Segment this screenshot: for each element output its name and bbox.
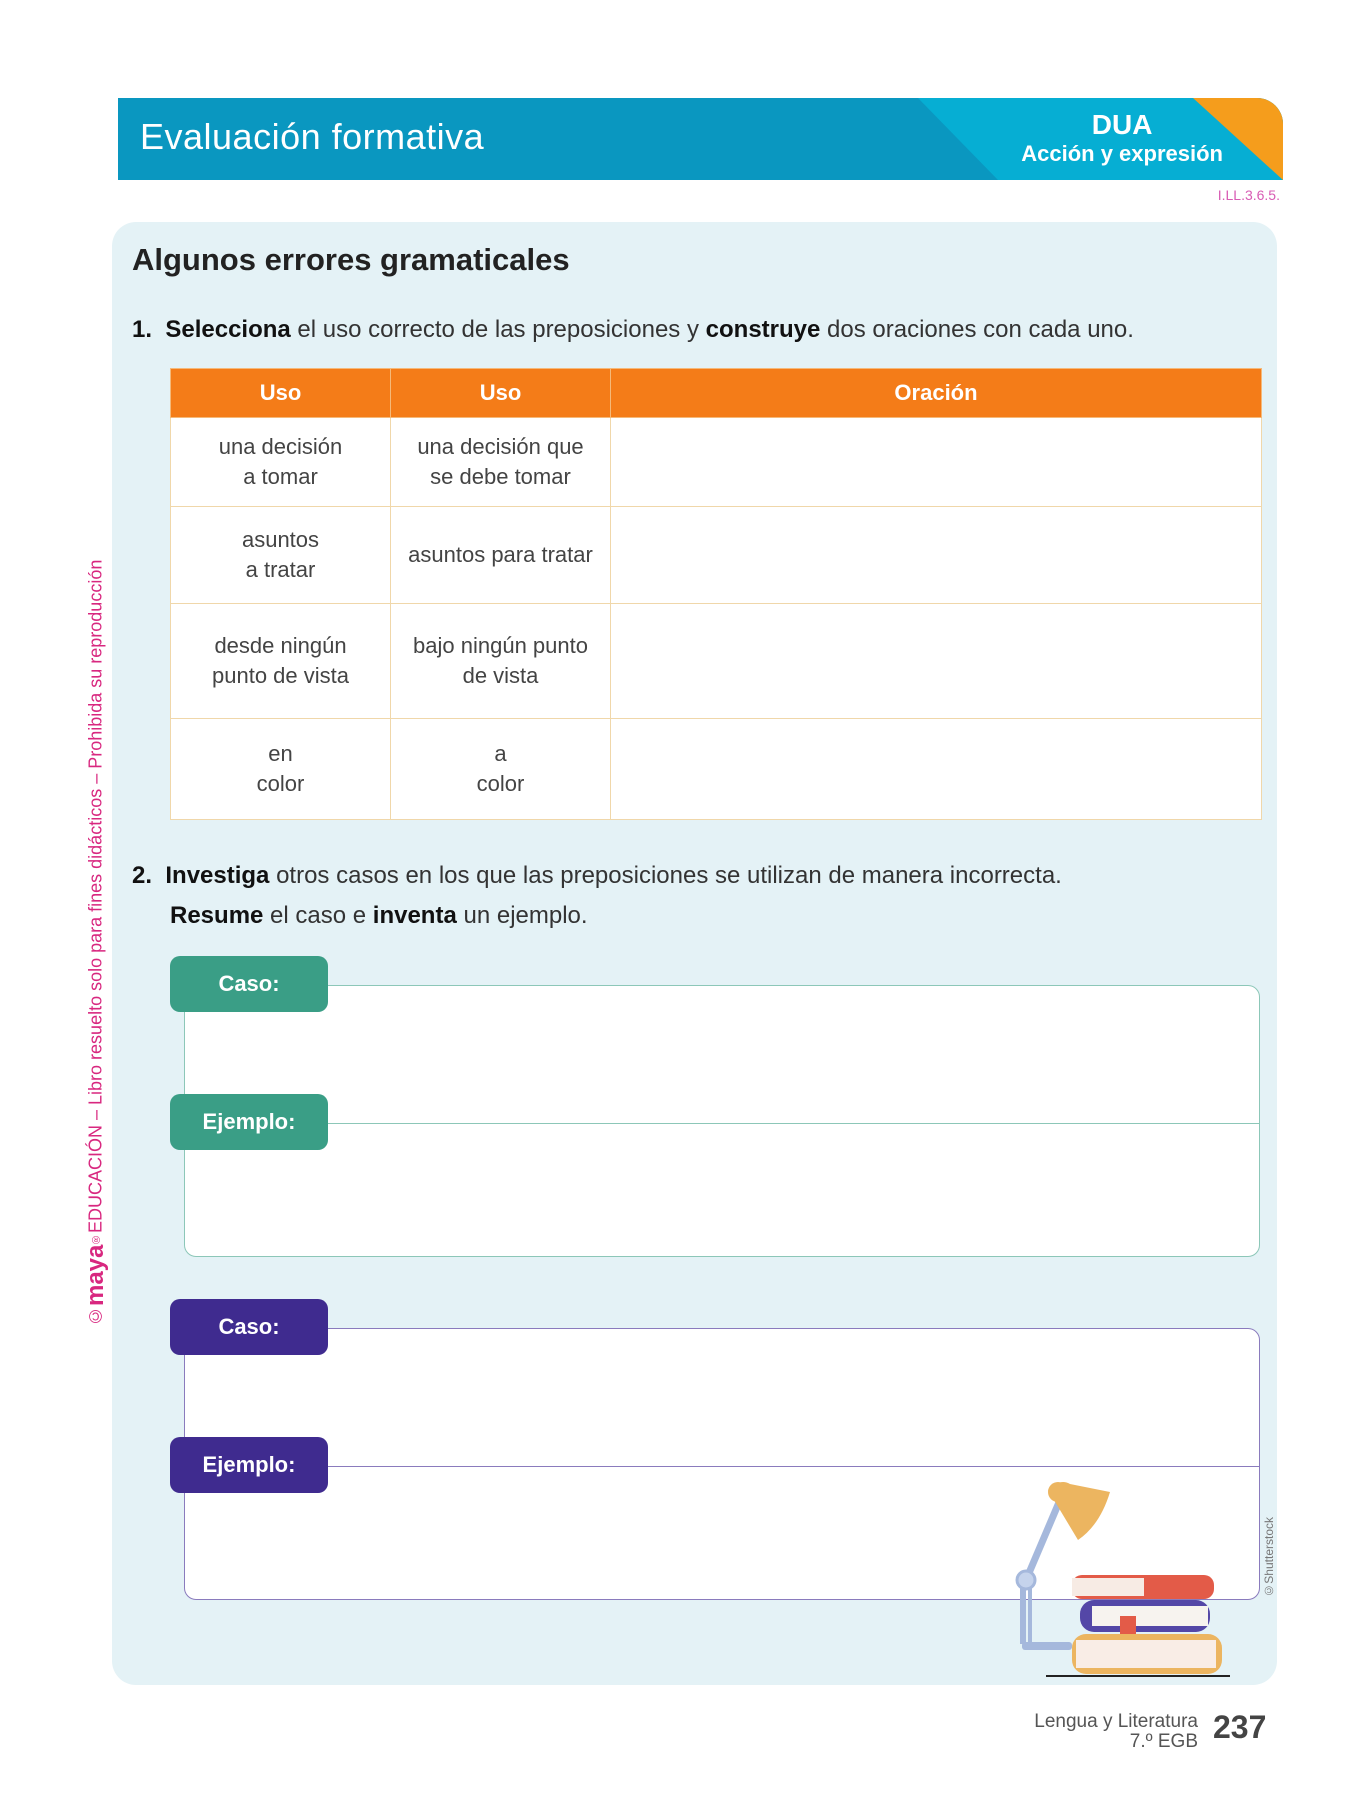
header-banner: Evaluación formativa DUA Acción y expres… <box>118 98 1283 180</box>
cell-use-a: una decisión a tomar <box>170 417 391 507</box>
verb: Resume <box>170 902 264 929</box>
cell-sentence-input[interactable] <box>610 417 1262 507</box>
table-header-row: Uso Uso Oración <box>170 368 1262 418</box>
divider <box>328 1123 1260 1124</box>
instruction-text: el uso correcto de las preposiciones y <box>290 316 706 343</box>
cell-sentence-input[interactable] <box>610 718 1262 820</box>
case-answer-box[interactable] <box>184 985 1260 1257</box>
cell-sentence-input[interactable] <box>610 603 1262 719</box>
column-header: Oración <box>610 368 1262 418</box>
copyright-symbol: © <box>85 1306 106 1326</box>
table-row: una decisión a tomar una decisión que se … <box>170 417 1262 507</box>
copyright-sidebar: © maya ® EDUCACIÓN – Libro resuelto solo pa… <box>82 492 110 1326</box>
subject: Lengua y Literatura <box>1034 1711 1198 1732</box>
dua-subtitle: Acción y expresión <box>1021 141 1223 166</box>
verb: Investiga <box>165 862 270 889</box>
section-title: Algunos errores gramaticales <box>132 242 570 277</box>
image-credit: ©Shutterstock <box>1262 1517 1276 1598</box>
prepositions-table: Uso Uso Oración una decisión a tomar una … <box>170 368 1262 820</box>
brand-logo: maya <box>82 1244 109 1306</box>
cell-use-a: en color <box>170 718 391 820</box>
instruction-text: un ejemplo. <box>456 902 588 929</box>
instruction-text: otros casos en los que las preposiciones… <box>269 862 1062 889</box>
table-row: asuntos a tratar asuntos para tratar <box>170 506 1262 604</box>
page-number: 237 <box>1213 1709 1267 1745</box>
divider <box>328 1466 1260 1467</box>
cell-use-b: a color <box>390 718 611 820</box>
desk-lamp-icon <box>1015 1482 1110 1650</box>
page-title: Evaluación formativa <box>140 116 485 157</box>
question-2: 2. Investiga otros casos en los que las … <box>132 856 1062 936</box>
question-1: 1. Selecciona el uso correcto de las pre… <box>132 316 1134 344</box>
cell-use-a: desde ningún punto de vista <box>170 603 391 719</box>
cell-sentence-input[interactable] <box>610 506 1262 604</box>
cell-use-a: asuntos a tratar <box>170 506 391 604</box>
dua-title: DUA <box>1091 109 1153 140</box>
instruction-text: el caso e <box>263 902 373 929</box>
verb: inventa <box>372 902 457 929</box>
cell-use-b: una decisión que se debe tomar <box>390 417 611 507</box>
column-header: Uso <box>170 368 391 418</box>
copyright-text: EDUCACIÓN – Libro resuelto solo para fin… <box>85 559 106 1233</box>
registered-mark: ® <box>90 1232 102 1245</box>
case-label: Caso: <box>170 956 328 1012</box>
footer-subject: Lengua y Literatura 7.º EGB <box>1034 1712 1198 1752</box>
skill-code: I.LL.3.6.5. <box>1217 187 1280 203</box>
column-header: Uso <box>390 368 611 418</box>
cell-use-b: bajo ningún punto de vista <box>390 603 611 719</box>
verb: Selecciona <box>165 316 291 343</box>
table-row: desde ningún punto de vista bajo ningún p… <box>170 603 1262 719</box>
example-label: Ejemplo: <box>170 1094 328 1150</box>
dua-badge: DUA Acción y expresión <box>1021 110 1223 168</box>
verb: construye <box>705 316 821 343</box>
book-stack-icon <box>1046 1575 1230 1677</box>
table-row: en color a color <box>170 718 1262 820</box>
example-label: Ejemplo: <box>170 1437 328 1493</box>
case-label: Caso: <box>170 1299 328 1355</box>
instruction-text: dos oraciones con cada uno. <box>820 316 1134 343</box>
grade: 7.º EGB <box>1129 1731 1198 1752</box>
cell-use-b: asuntos para tratar <box>390 506 611 604</box>
question-number: 2. <box>132 862 153 889</box>
question-number: 1. <box>132 316 153 343</box>
lamp-books-illustration <box>1015 1482 1230 1677</box>
case-answer-box[interactable] <box>184 1328 1260 1600</box>
